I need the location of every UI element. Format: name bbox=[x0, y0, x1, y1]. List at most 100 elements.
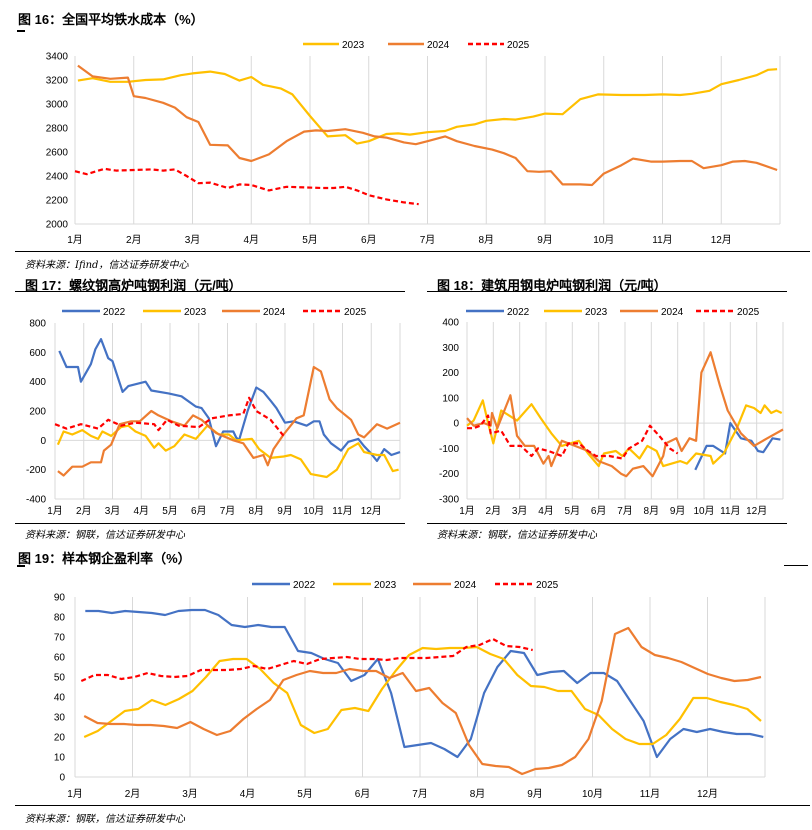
legend-label-2025: 2025 bbox=[507, 40, 530, 51]
legend-label-2022: 2022 bbox=[507, 307, 530, 318]
y-tick-label: 50 bbox=[54, 673, 66, 684]
y-tick-label: 2600 bbox=[46, 148, 69, 159]
y-tick-label: 90 bbox=[54, 593, 66, 604]
x-tick-label: 10月 bbox=[582, 788, 603, 800]
x-tick-label: 5月 bbox=[297, 788, 313, 800]
fig18-plot: -300 -200 -100 0 100 200 300 400 1月 2月 3月 4月 5月 6月 7月 8… bbox=[439, 307, 784, 517]
x-tick-label: 12月 bbox=[697, 788, 718, 800]
x-tick-label: 6月 bbox=[355, 788, 371, 800]
x-tick-label: 3月 bbox=[182, 788, 198, 800]
y-tick-label: 10 bbox=[54, 753, 66, 764]
series-line-2025 bbox=[54, 396, 285, 437]
y-tick-label: -200 bbox=[26, 465, 46, 476]
x-tick-label: 1月 bbox=[67, 234, 83, 246]
fig16-plot: 2000 2200 2400 2600 2800 3000 3200 3400 1月 2月 3月 4月… bbox=[46, 40, 781, 246]
series-line-2025 bbox=[80, 637, 533, 683]
fig19-source-divider bbox=[15, 805, 810, 806]
fig17-source-divider bbox=[15, 523, 405, 524]
legend-label-2024: 2024 bbox=[427, 40, 450, 51]
series-line-2023 bbox=[83, 645, 762, 746]
legend-label-2023: 2023 bbox=[184, 307, 207, 318]
fig16-title-mark bbox=[17, 30, 25, 32]
legend-label-2025: 2025 bbox=[737, 307, 760, 318]
x-tick-label: 5月 bbox=[565, 505, 581, 517]
x-tick-label: 12月 bbox=[711, 234, 732, 246]
y-tick-label: 600 bbox=[29, 348, 46, 359]
legend-label-2023: 2023 bbox=[342, 40, 365, 51]
y-tick-label: -300 bbox=[439, 495, 459, 506]
y-tick-label: 70 bbox=[54, 633, 66, 644]
x-tick-label: 4月 bbox=[243, 234, 259, 246]
y-tick-label: 100 bbox=[442, 393, 459, 404]
series-line-2024 bbox=[57, 365, 401, 477]
legend-label-2024: 2024 bbox=[263, 307, 286, 318]
series-line-2024 bbox=[466, 351, 784, 478]
x-tick-label: 9月 bbox=[537, 234, 553, 246]
fig18-title-divider bbox=[427, 291, 787, 292]
x-tick-label: 3月 bbox=[185, 234, 201, 246]
x-tick-label: 4月 bbox=[133, 505, 149, 517]
fig17-source: 资料来源：钢联，信达证券研发中心 bbox=[25, 530, 185, 541]
series-line-2025 bbox=[74, 167, 419, 206]
y-tick-label: 60 bbox=[54, 653, 66, 664]
x-tick-label: 7月 bbox=[220, 505, 236, 517]
y-tick-label: -400 bbox=[26, 495, 46, 506]
x-tick-label: 9月 bbox=[670, 505, 686, 517]
fig19-plot: 0 10 20 30 40 50 60 70 80 90 1月 2月 3月 4月 5月 6月 7月 8月 9月 10月… bbox=[54, 580, 766, 800]
x-tick-label: 10月 bbox=[693, 505, 714, 517]
fig16-title: 图 16：全国平均铁水成本（%） bbox=[18, 12, 204, 27]
fig19-title-mark bbox=[17, 565, 25, 567]
x-tick-label: 1月 bbox=[67, 788, 83, 800]
fig17-title: 图 17：螺纹钢高炉吨钢利润（元/吨） bbox=[25, 278, 242, 293]
y-tick-label: 3400 bbox=[46, 52, 69, 63]
fig19-title-divider bbox=[784, 565, 808, 566]
y-tick-label: 0 bbox=[453, 419, 459, 430]
series-line-2022 bbox=[694, 422, 781, 471]
y-tick-label: 2800 bbox=[46, 124, 69, 135]
y-tick-label: 0 bbox=[59, 773, 65, 784]
legend-label-2022: 2022 bbox=[293, 580, 316, 591]
legend-label-2024: 2024 bbox=[661, 307, 684, 318]
legend-label-2023: 2023 bbox=[374, 580, 397, 591]
x-tick-label: 5月 bbox=[162, 505, 178, 517]
y-tick-label: 200 bbox=[29, 407, 46, 418]
y-tick-label: 3000 bbox=[46, 100, 69, 111]
y-tick-label: 200 bbox=[442, 368, 459, 379]
x-tick-label: 10月 bbox=[303, 505, 324, 517]
y-tick-label: 2200 bbox=[46, 196, 69, 207]
y-tick-label: 0 bbox=[40, 436, 46, 447]
y-tick-label: 300 bbox=[442, 343, 459, 354]
x-tick-label: 8月 bbox=[478, 234, 494, 246]
x-tick-label: 7月 bbox=[412, 788, 428, 800]
y-tick-label: -200 bbox=[439, 469, 459, 480]
x-tick-label: 3月 bbox=[105, 505, 121, 517]
y-tick-label: 2000 bbox=[46, 220, 69, 231]
x-tick-label: 7月 bbox=[617, 505, 633, 517]
y-tick-label: 800 bbox=[29, 319, 46, 330]
x-tick-label: 7月 bbox=[420, 234, 436, 246]
x-tick-label: 11月 bbox=[640, 788, 660, 800]
x-tick-label: 4月 bbox=[240, 788, 256, 800]
x-tick-label: 6月 bbox=[591, 505, 607, 517]
x-tick-label: 11月 bbox=[332, 505, 352, 517]
x-tick-label: 6月 bbox=[191, 505, 207, 517]
x-tick-label: 9月 bbox=[277, 505, 293, 517]
y-tick-label: 40 bbox=[54, 693, 66, 704]
fig18-source-divider bbox=[427, 523, 787, 524]
fig17-title-divider bbox=[15, 291, 405, 292]
x-tick-label: 4月 bbox=[538, 505, 554, 517]
legend-label-2025: 2025 bbox=[344, 307, 367, 318]
y-tick-label: 3200 bbox=[46, 76, 69, 87]
x-tick-label: 5月 bbox=[302, 234, 318, 246]
x-tick-label: 12月 bbox=[361, 505, 382, 517]
series-line-2022 bbox=[85, 608, 764, 759]
legend-label-2023: 2023 bbox=[585, 307, 608, 318]
fig16-source-divider bbox=[15, 251, 810, 252]
y-tick-label: 2400 bbox=[46, 172, 69, 183]
x-tick-label: 8月 bbox=[470, 788, 486, 800]
series-line-2023 bbox=[56, 424, 399, 479]
x-tick-label: 10月 bbox=[593, 234, 614, 246]
x-tick-label: 8月 bbox=[644, 505, 660, 517]
x-tick-label: 11月 bbox=[652, 234, 672, 246]
y-tick-label: -100 bbox=[439, 444, 459, 455]
